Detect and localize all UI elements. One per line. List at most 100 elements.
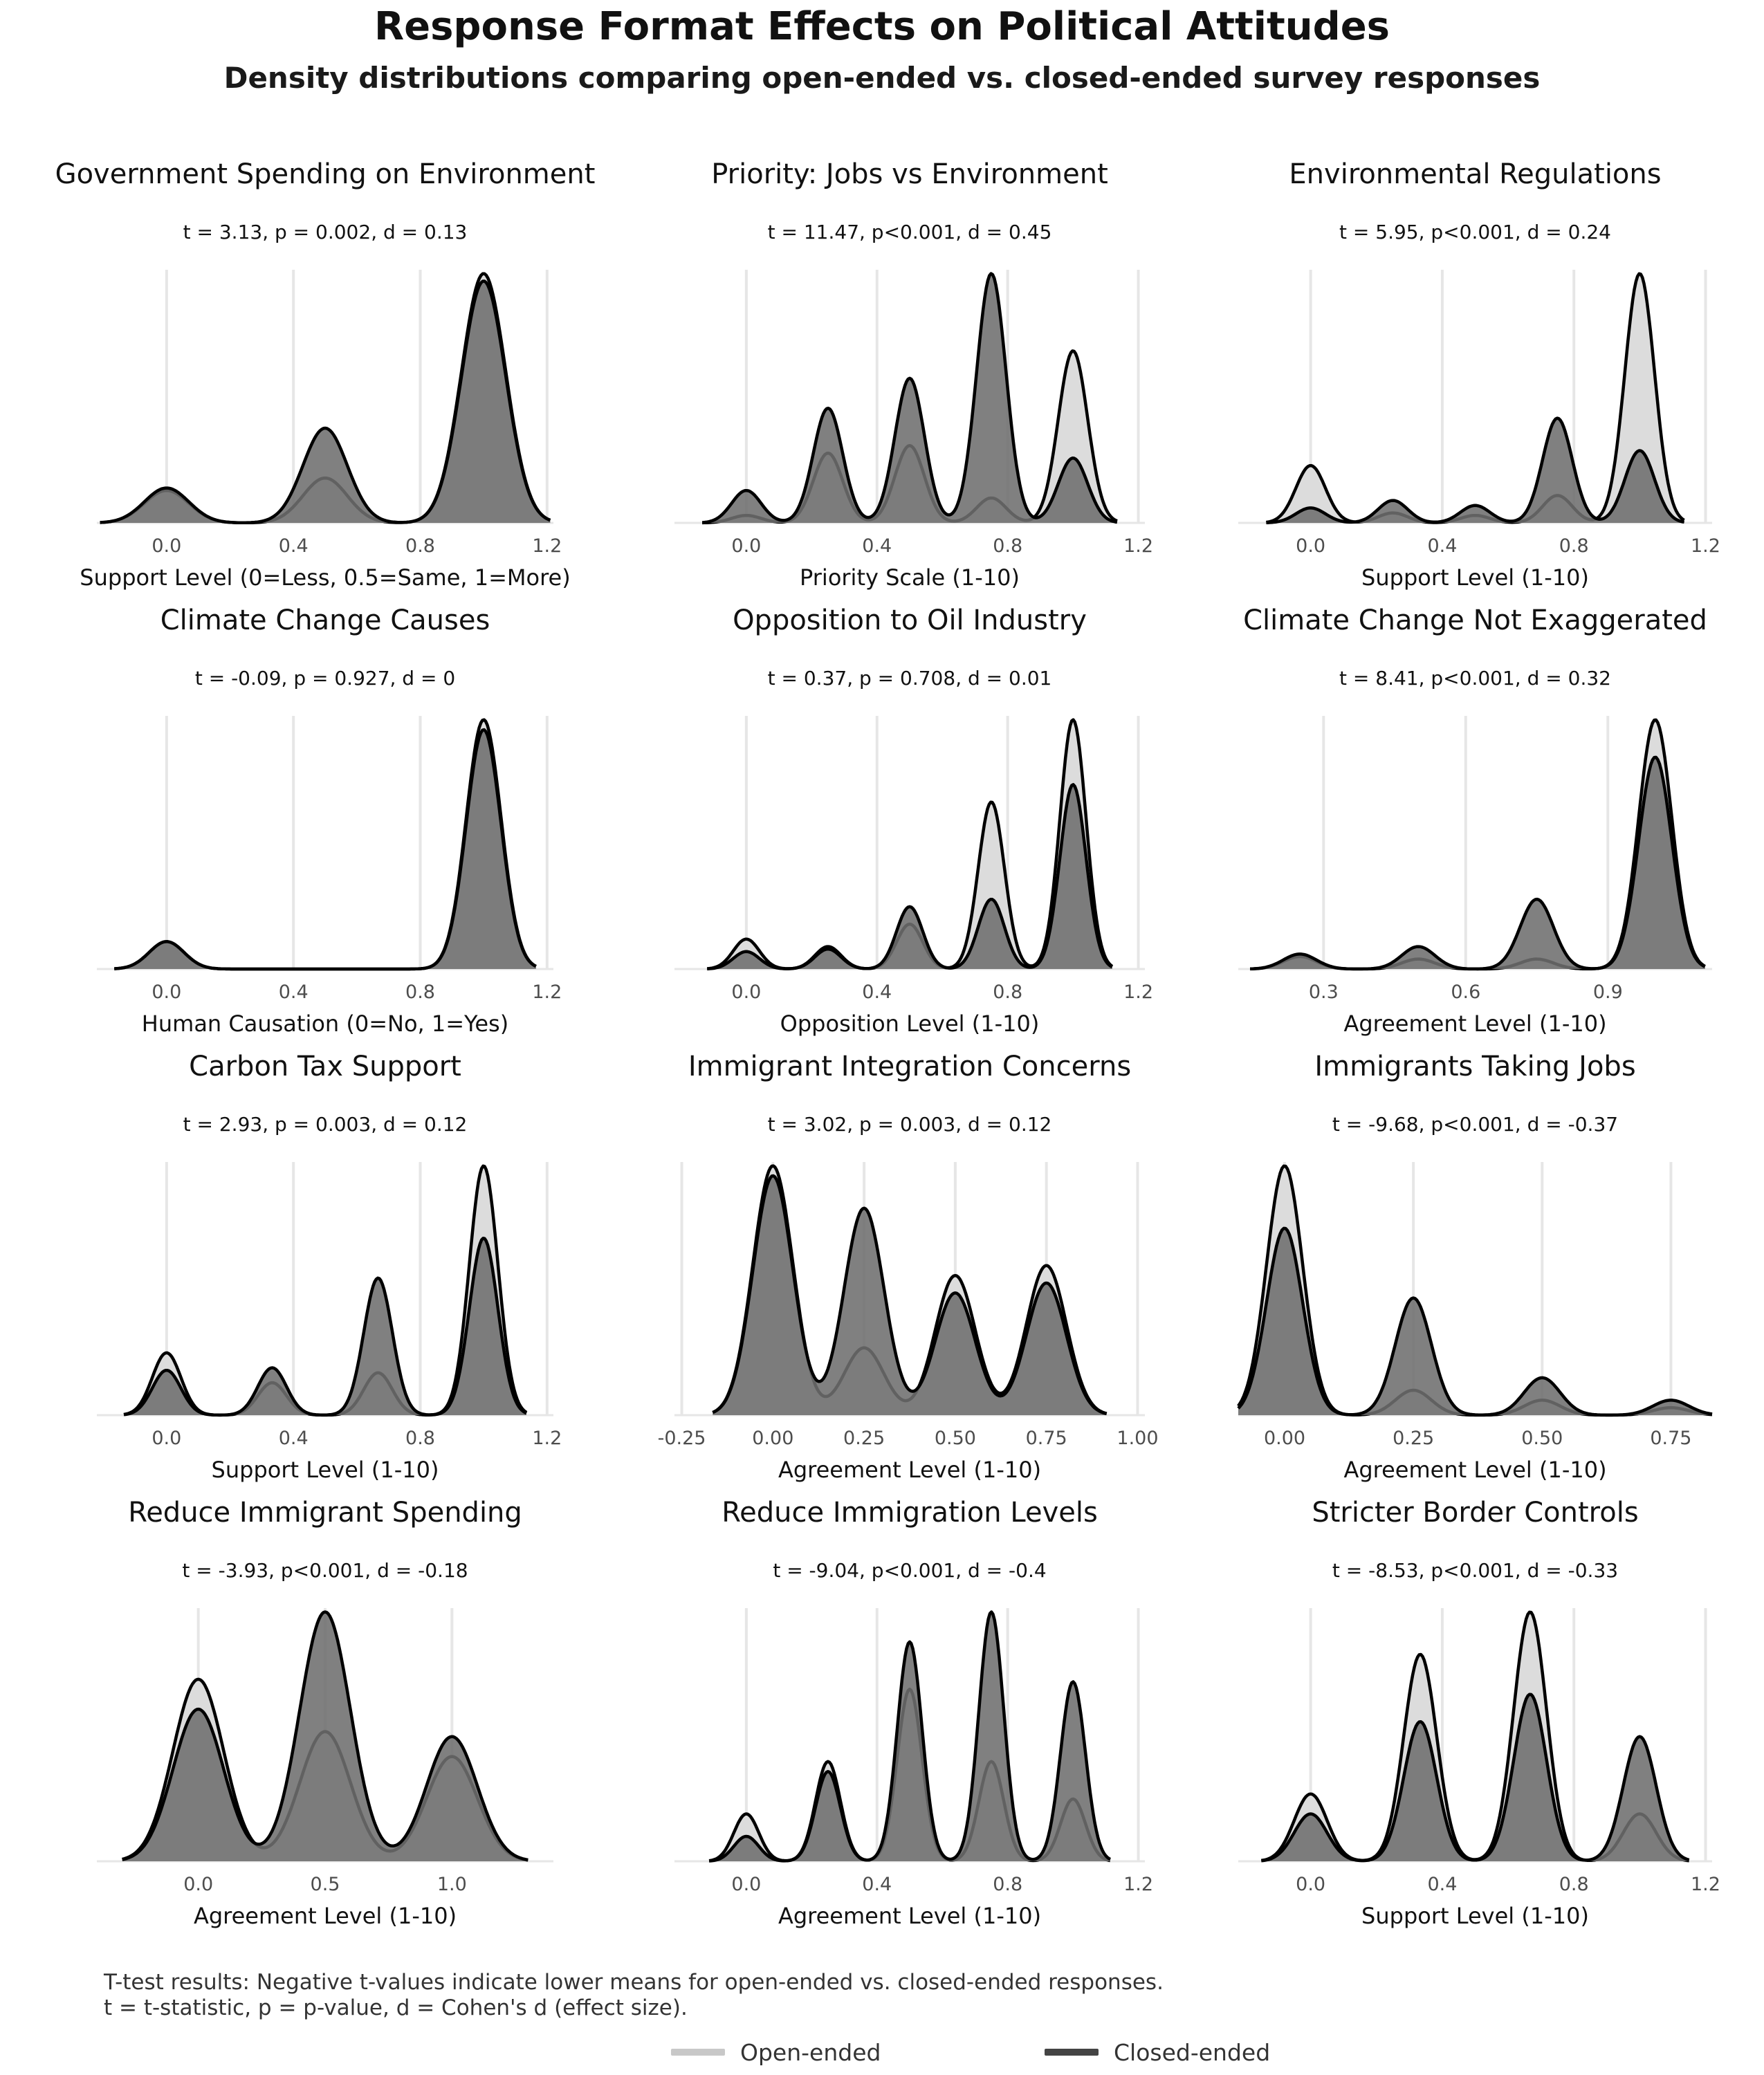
panel-title: Climate Change Not Exaggerated <box>1243 605 1707 636</box>
x-axis-label: Agreement Level (1-10) <box>194 1903 457 1929</box>
panel-title: Carbon Tax Support <box>189 1051 461 1082</box>
x-tick-label: 0.8 <box>1559 1874 1589 1895</box>
density-area-closed-ended <box>1238 1228 1712 1415</box>
x-tick-label: 0.0 <box>151 981 181 1003</box>
legend-label-open-ended: Open-ended <box>740 2038 881 2066</box>
x-tick-label: 0.0 <box>151 1428 181 1449</box>
x-tick-label: 1.2 <box>1691 1874 1720 1895</box>
x-axis-label: Priority Scale (1-10) <box>800 564 1020 591</box>
panel-annotation: t = -9.04, p<0.001, d = -0.4 <box>773 1559 1046 1582</box>
density-area-closed-ended <box>1266 418 1684 523</box>
x-tick-label: 0.50 <box>935 1428 976 1449</box>
density-area-closed-ended <box>1261 1694 1689 1861</box>
panel-title: Immigrants Taking Jobs <box>1314 1051 1635 1082</box>
x-tick-label: 0.8 <box>993 981 1022 1003</box>
x-axis-label: Agreement Level (1-10) <box>778 1903 1041 1929</box>
chart-title: Response Format Effects on Political Att… <box>374 4 1390 49</box>
x-axis-label: Agreement Level (1-10) <box>1343 1011 1606 1037</box>
caption-line-1: T-test results: Negative t-values indica… <box>104 1970 1164 1995</box>
x-tick-label: -0.25 <box>658 1428 706 1449</box>
density-line-closed-ended <box>122 1610 529 1862</box>
density-line-closed-ended <box>1266 416 1684 525</box>
x-axis-label: Opposition Level (1-10) <box>780 1011 1040 1037</box>
x-axis-label: Support Level (1-10) <box>212 1457 439 1483</box>
legend-label-closed-ended: Closed-ended <box>1114 2038 1271 2066</box>
panel-annotation: t = 11.47, p<0.001, d = 0.45 <box>768 221 1052 243</box>
x-tick-label: 1.2 <box>532 981 562 1003</box>
caption: T-test results: Negative t-values indica… <box>104 1970 1164 2021</box>
x-tick-label: 0.25 <box>1393 1428 1434 1449</box>
x-tick-label: 0.0 <box>151 535 181 557</box>
x-tick-label: 0.0 <box>1296 535 1325 557</box>
density-line-closed-ended <box>701 272 1118 524</box>
x-tick-label: 0.8 <box>405 1428 435 1449</box>
density-line-closed-ended <box>114 728 537 971</box>
panel-annotation: t = 2.93, p = 0.003, d = 0.12 <box>183 1113 468 1136</box>
x-axis-label: Human Causation (0=No, 1=Yes) <box>142 1011 508 1037</box>
x-tick-label: 0.4 <box>862 535 892 557</box>
x-tick-label: 0.50 <box>1521 1428 1563 1449</box>
density-area-closed-ended <box>114 730 536 969</box>
panel-annotation: t = -9.68, p<0.001, d = -0.37 <box>1332 1113 1618 1136</box>
density-area-closed-ended <box>709 1612 1110 1861</box>
panel-title: Government Spending on Environment <box>55 158 596 190</box>
density-line-closed-ended <box>100 279 551 524</box>
x-axis-label: Support Level (1-10) <box>1361 564 1589 591</box>
density-line-closed-ended <box>707 783 1113 970</box>
density-line-closed-ended <box>712 1174 1108 1416</box>
density-area-closed-ended <box>702 273 1117 523</box>
x-axis-label: Agreement Level (1-10) <box>778 1457 1041 1483</box>
x-tick-label: 0.0 <box>731 981 761 1003</box>
x-tick-label: 0.8 <box>993 1874 1022 1895</box>
x-tick-label: 0.4 <box>279 535 309 557</box>
panel-title: Environmental Regulations <box>1289 158 1661 190</box>
density-area-closed-ended <box>1250 757 1705 969</box>
legend-item-open-ended: Open-ended <box>671 2035 881 2069</box>
x-tick-label: 1.00 <box>1117 1428 1158 1449</box>
x-tick-label: 0.6 <box>1451 981 1480 1003</box>
x-tick-label: 0.00 <box>752 1428 793 1449</box>
x-tick-label: 1.2 <box>1123 981 1153 1003</box>
density-area-closed-ended <box>713 1176 1107 1415</box>
legend: Open-ended Closed-ended <box>0 2035 1764 2069</box>
panel-title: Reduce Immigrant Spending <box>128 1497 522 1529</box>
density-line-closed-ended <box>123 1236 528 1417</box>
x-tick-label: 0.0 <box>183 1874 213 1895</box>
x-axis-label: Support Level (1-10) <box>1361 1903 1589 1929</box>
x-tick-label: 0.8 <box>405 981 435 1003</box>
legend-swatch-closed-ended <box>1045 2049 1099 2056</box>
density-area-closed-ended <box>707 784 1112 969</box>
caption-line-2: t = t-statistic, p = p-value, d = Cohen'… <box>104 1995 688 2020</box>
legend-item-closed-ended: Closed-ended <box>1045 2035 1270 2069</box>
density-area-closed-ended <box>124 1238 526 1415</box>
x-tick-label: 0.75 <box>1650 1428 1691 1449</box>
x-tick-label: 1.2 <box>532 1428 562 1449</box>
panel-title: Stricter Border Controls <box>1312 1497 1638 1529</box>
x-tick-label: 0.5 <box>311 1874 340 1895</box>
density-line-closed-ended <box>708 1610 1112 1863</box>
x-tick-label: 1.2 <box>1123 1874 1153 1895</box>
x-tick-label: 0.8 <box>993 535 1022 557</box>
x-axis-label: Support Level (0=Less, 0.5=Same, 1=More) <box>80 564 570 591</box>
panel-title: Climate Change Causes <box>160 605 490 636</box>
x-tick-label: 0.8 <box>1559 535 1589 557</box>
x-tick-label: 1.2 <box>532 535 562 557</box>
density-line-closed-ended <box>1237 1226 1713 1417</box>
x-tick-label: 0.3 <box>1309 981 1339 1003</box>
panel-title: Immigrant Integration Concerns <box>688 1051 1131 1082</box>
density-line-closed-ended <box>1261 1693 1690 1863</box>
x-tick-label: 0.25 <box>843 1428 885 1449</box>
x-tick-label: 0.8 <box>405 535 435 557</box>
x-tick-label: 0.4 <box>862 981 892 1003</box>
x-tick-label: 0.0 <box>731 535 761 557</box>
x-tick-label: 0.75 <box>1026 1428 1067 1449</box>
density-line-closed-ended <box>1250 755 1706 971</box>
panel-annotation: t = 3.13, p = 0.002, d = 0.13 <box>183 221 468 243</box>
x-tick-label: 0.4 <box>862 1874 892 1895</box>
x-tick-label: 0.4 <box>1427 535 1457 557</box>
x-tick-label: 0.0 <box>1296 1874 1325 1895</box>
x-axis-label: Agreement Level (1-10) <box>1343 1457 1606 1483</box>
x-tick-label: 0.4 <box>279 1428 309 1449</box>
x-tick-label: 0.4 <box>1427 1874 1457 1895</box>
